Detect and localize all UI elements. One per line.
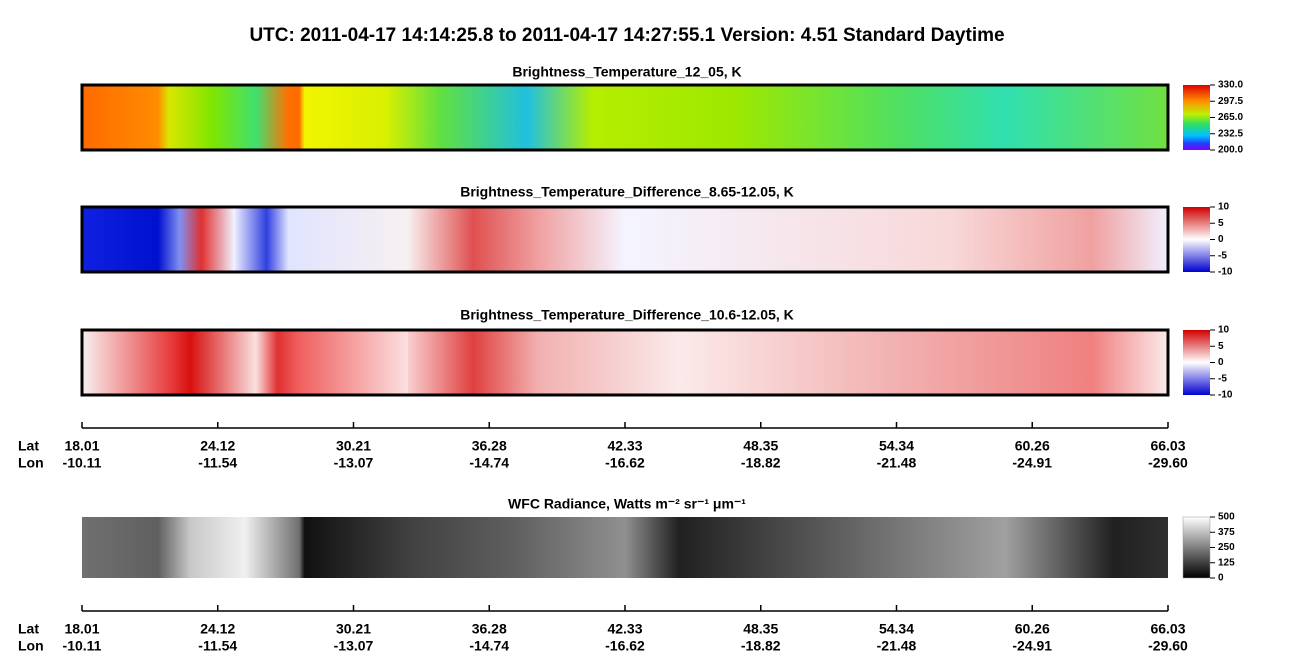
lat-tick-label: 36.28 [472,438,507,454]
colorbar-tick-label: 10 [1218,325,1230,336]
colorbar-tick-label: 500 [1218,512,1235,523]
lat-tick-label: 48.35 [743,621,778,637]
colorbar-tick-label: 265.0 [1218,112,1243,123]
colorbar-tick-label: 0 [1218,357,1224,368]
lon-tick-label: -16.62 [605,455,645,471]
colorbar-tick-label: 5 [1218,341,1224,352]
lat-tick-label: 42.33 [607,438,642,454]
lat-tick-label: 60.26 [1015,621,1050,637]
lon-tick-label: -10.11 [63,638,102,654]
lat-tick-label: 18.01 [64,621,99,637]
colorbar-tick-label: -5 [1218,250,1227,261]
lat-tick-label: 60.26 [1015,438,1050,454]
colorbar-tick-label: 0 [1218,234,1224,245]
colorbar-tick-label: 125 [1218,557,1235,568]
image-strip [80,83,1170,152]
colorbar-tick-label: 232.5 [1218,128,1243,139]
lat-tick-label: 30.21 [336,438,371,454]
lon-tick-label: -18.82 [741,455,781,471]
lon-tick-label: -14.74 [469,638,509,654]
lon-tick-label: -10.11 [63,455,102,471]
lat-tick-label: 66.03 [1150,621,1185,637]
lat-tick-label: 36.28 [472,621,507,637]
colorbar [1183,207,1210,272]
lon-tick-label: -21.48 [877,638,917,654]
lat-tick-label: 24.12 [200,621,235,637]
colorbar-tick-label: 5 [1218,218,1224,229]
colorbar-tick-label: 0 [1218,573,1224,584]
lon-label: Lon [18,455,44,471]
figure-title: UTC: 2011-04-17 14:14:25.8 to 2011-04-17… [249,25,1004,46]
panel-title: Brightness_Temperature_Difference_10.6-1… [460,307,794,323]
lon-tick-label: -29.60 [1148,638,1188,654]
lon-tick-label: -21.48 [877,455,917,471]
colorbar-tick-label: -10 [1218,390,1233,401]
lon-tick-label: -16.62 [605,638,645,654]
colorbar-tick-label: 297.5 [1218,96,1243,107]
colorbar-tick-label: 250 [1218,542,1235,553]
lat-tick-label: 66.03 [1150,438,1185,454]
lon-tick-label: -29.60 [1148,455,1188,471]
image-strip [82,517,1168,578]
panel-title: Brightness_Temperature_Difference_8.65-1… [460,184,794,200]
colorbar-tick-label: 10 [1218,202,1230,213]
lon-tick-label: -24.91 [1012,455,1052,471]
lon-tick-label: -11.54 [198,638,237,654]
lat-label: Lat [18,438,39,454]
lat-label: Lat [18,621,39,637]
colorbar-tick-label: -5 [1218,373,1227,384]
lon-tick-label: -18.82 [741,638,781,654]
lon-tick-label: -14.74 [469,455,509,471]
colorbar-tick-label: 200.0 [1218,145,1243,156]
image-strip [80,328,1170,397]
lat-tick-label: 18.01 [64,438,99,454]
lat-tick-label: 42.33 [607,621,642,637]
lon-tick-label: -13.07 [334,455,374,471]
lon-label: Lon [18,638,44,654]
colorbar-tick-label: -10 [1218,267,1233,278]
lon-tick-label: -24.91 [1012,638,1052,654]
colorbar-tick-label: 375 [1218,527,1235,538]
lon-tick-label: -11.54 [198,455,237,471]
lat-tick-label: 24.12 [200,438,235,454]
lon-tick-label: -13.07 [334,638,374,654]
lat-tick-label: 48.35 [743,438,778,454]
colorbar [1182,516,1211,579]
lat-tick-label: 30.21 [336,621,371,637]
image-strip [80,205,1170,274]
panel-title: Brightness_Temperature_12_05, K [512,64,741,80]
colorbar [1183,330,1210,395]
lat-tick-label: 54.34 [879,438,914,454]
colorbar [1183,85,1210,150]
panel-title: WFC Radiance, Watts m⁻² sr⁻¹ μm⁻¹ [508,496,746,512]
lat-tick-label: 54.34 [879,621,914,637]
colorbar-tick-label: 330.0 [1218,80,1243,91]
